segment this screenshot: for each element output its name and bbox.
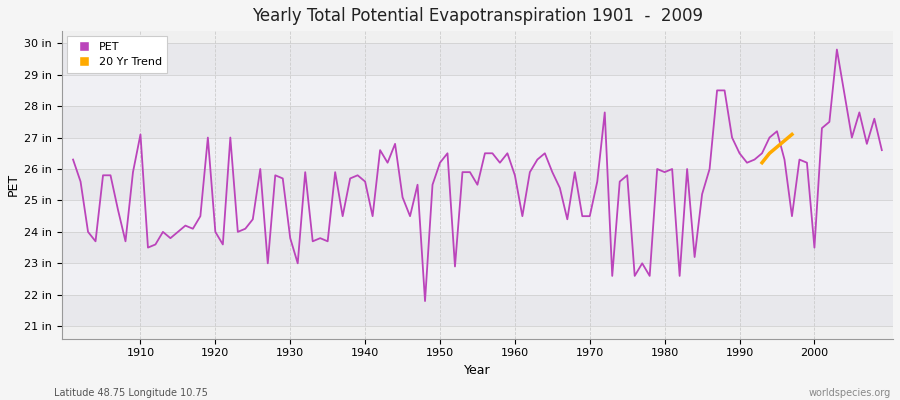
Legend: PET, 20 Yr Trend: PET, 20 Yr Trend: [68, 36, 167, 73]
Text: Latitude 48.75 Longitude 10.75: Latitude 48.75 Longitude 10.75: [54, 388, 208, 398]
Bar: [62, 106, 893, 138]
Y-axis label: PET: PET: [7, 173, 20, 196]
Bar: [62, 169, 893, 200]
Bar: [62, 138, 893, 169]
Title: Yearly Total Potential Evapotranspiration 1901  -  2009: Yearly Total Potential Evapotranspiratio…: [252, 7, 703, 25]
Bar: [62, 295, 893, 326]
Bar: [62, 43, 893, 75]
Text: worldspecies.org: worldspecies.org: [809, 388, 891, 398]
Bar: [62, 232, 893, 263]
X-axis label: Year: Year: [464, 364, 491, 377]
Bar: [62, 263, 893, 295]
Bar: [62, 75, 893, 106]
Bar: [62, 200, 893, 232]
